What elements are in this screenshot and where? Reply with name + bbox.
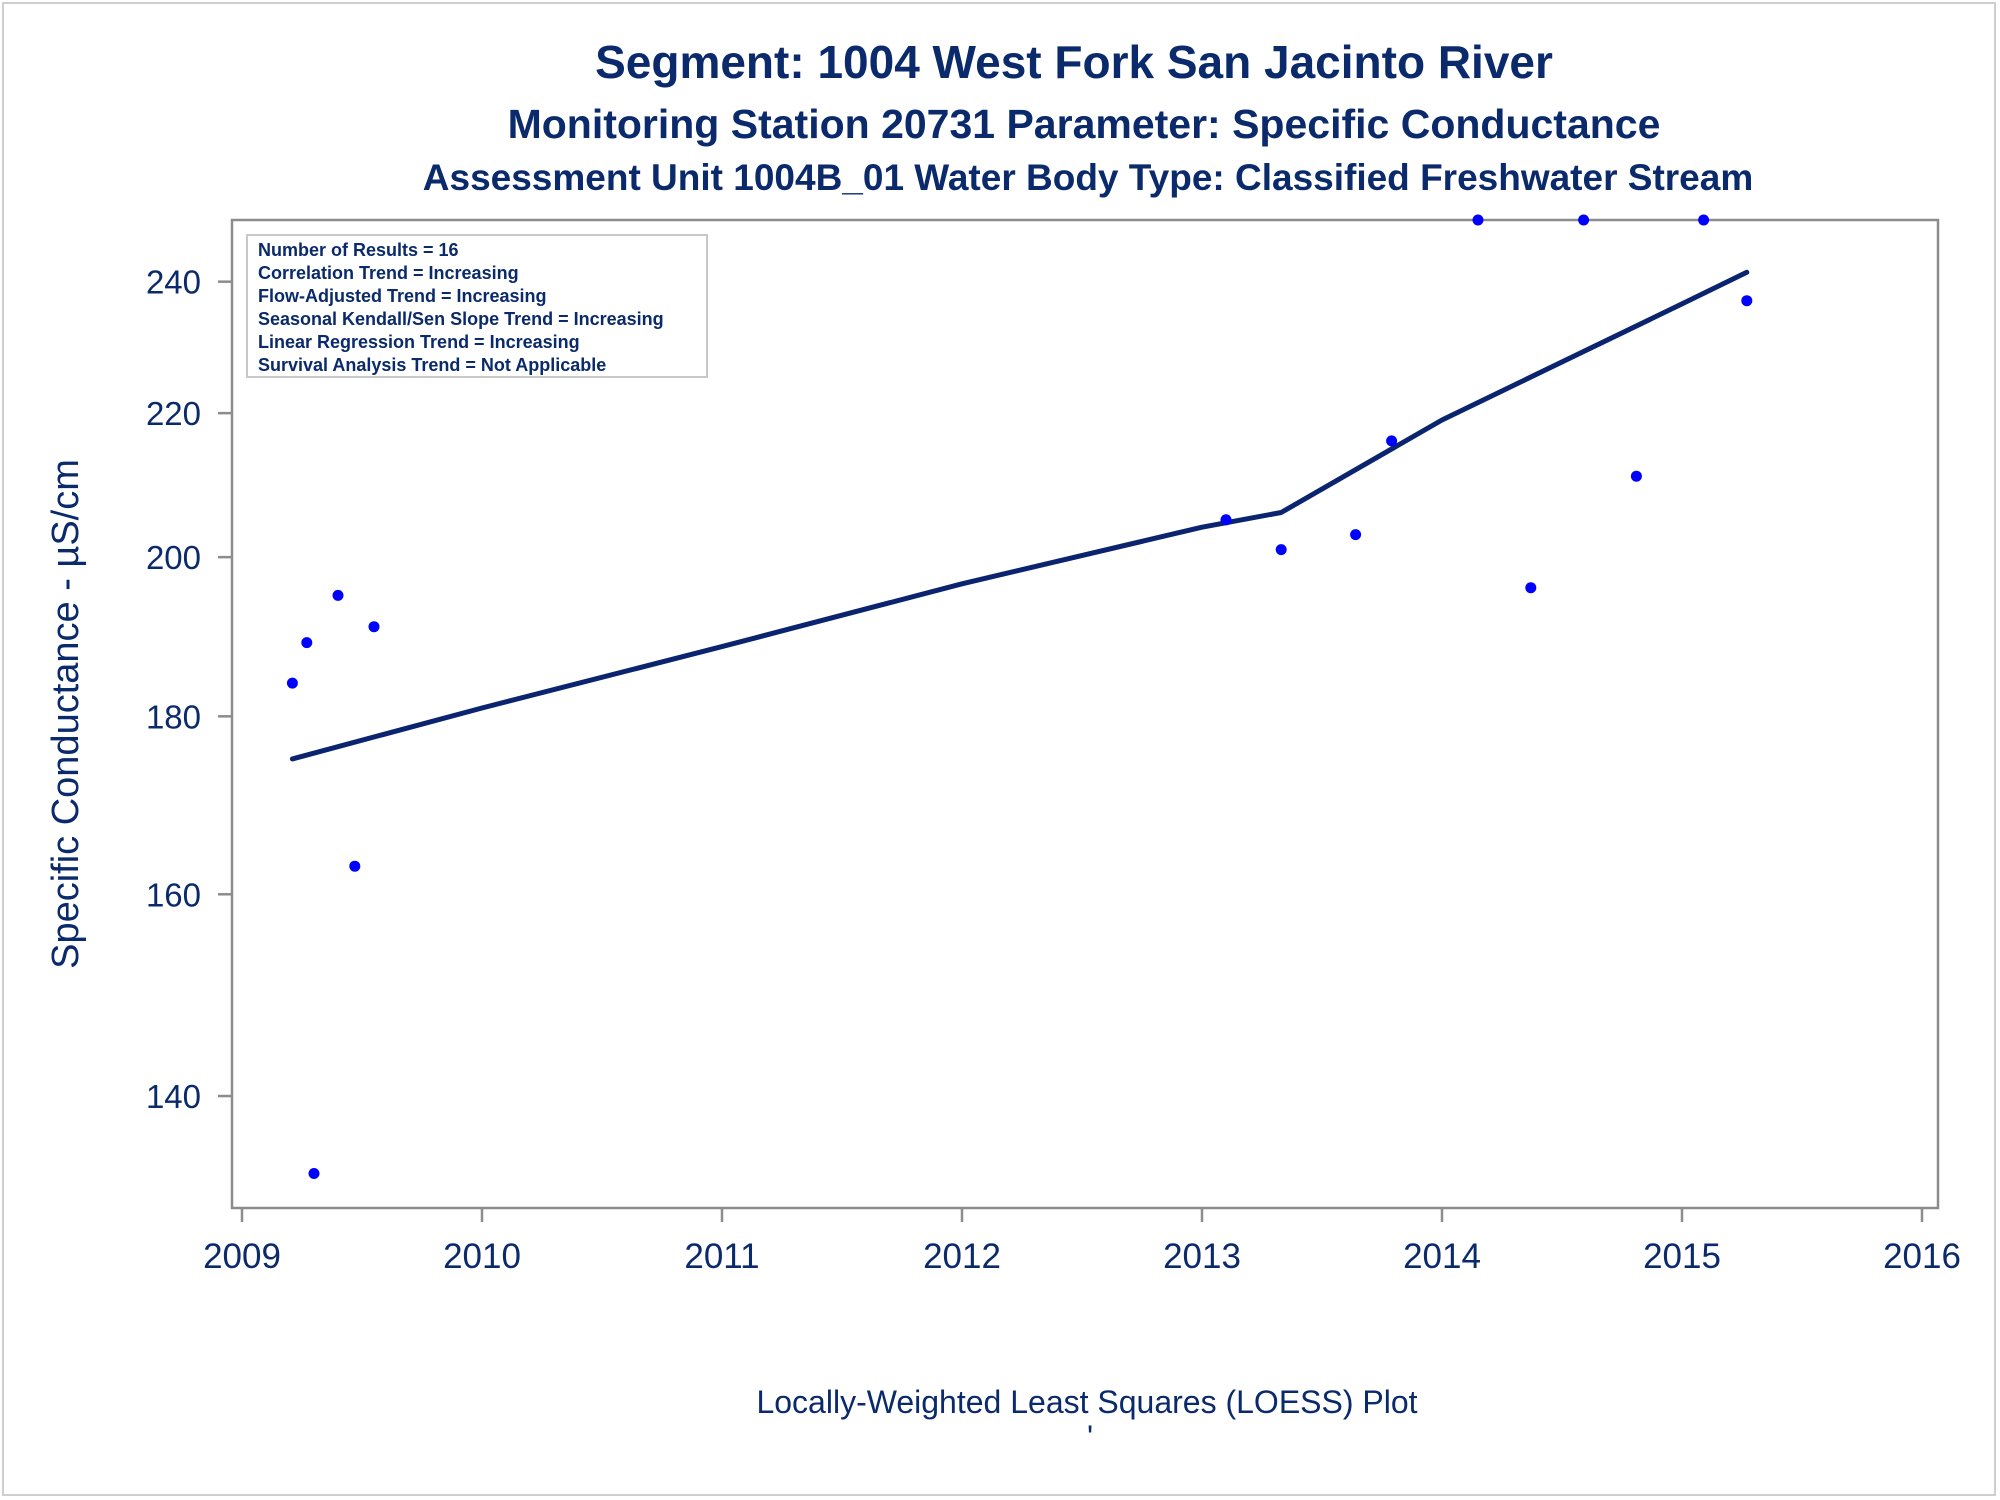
stats-line-survival-analysis: Survival Analysis Trend = Not Applicable [258,355,606,375]
y-tick-label: 220 [146,395,201,432]
chart-subtitle: Monitoring Station 20731 Parameter: Spec… [508,101,1661,147]
data-point [1698,214,1710,226]
stats-line-results: Number of Results = 16 [258,240,459,260]
stats-line-correlation: Correlation Trend = Increasing [258,263,519,283]
chart-footnote-mark: ' [1087,1419,1093,1455]
chart-subtitle-2: Assessment Unit 1004B_01 Water Body Type… [423,157,1753,198]
stats-line-flow-adjusted: Flow-Adjusted Trend = Increasing [258,286,547,306]
stats-line-seasonal-kendall: Seasonal Kendall/Sen Slope Trend = Incre… [258,309,664,329]
chart-footnote: Locally-Weighted Least Squares (LOESS) P… [756,1384,1417,1420]
data-point [308,1168,320,1179]
x-tick-label: 2016 [1883,1237,1961,1276]
data-point [1220,514,1232,526]
x-tick-label: 2014 [1403,1237,1481,1276]
data-point [1350,529,1362,541]
y-tick-label: 240 [146,264,201,301]
data-point [1472,214,1484,226]
x-tick-label: 2009 [203,1237,281,1276]
data-point [1741,295,1753,307]
data-point [1630,470,1642,482]
y-tick-label: 200 [146,539,201,576]
stats-line-linear-regression: Linear Regression Trend = Increasing [258,332,580,352]
y-tick-label: 140 [146,1078,201,1115]
data-point [1386,435,1398,447]
data-point [1275,544,1287,556]
stats-box: Number of Results = 16 Correlation Trend… [246,234,708,378]
x-tick-label: 2013 [1163,1237,1241,1276]
y-axis: 140 160 180 200 220 240 [146,264,232,1115]
data-point [1578,214,1590,226]
series-layer [286,214,1753,1179]
x-tick-label: 2015 [1643,1237,1721,1276]
y-tick-label: 180 [146,698,201,735]
x-tick-label: 2011 [684,1237,759,1276]
x-axis: 2009 2010 2011 2012 2013 2014 2015 2016 [203,1208,1961,1276]
stats-box-border [246,234,708,378]
data-point [301,637,313,649]
loess-line [289,269,1750,762]
x-tick-label: 2012 [923,1237,1001,1276]
plot-area [230,218,1940,1210]
chart-title: Segment: 1004 West Fork San Jacinto Rive… [595,36,1553,88]
data-point [332,589,344,601]
data-point [368,621,380,633]
y-axis-title: Specific Conductance - µS/cm [45,459,87,969]
data-point [1525,582,1537,594]
y-tick-label: 160 [146,876,201,913]
x-tick-label: 2010 [443,1237,521,1276]
data-point [286,677,298,689]
data-point [349,860,361,872]
